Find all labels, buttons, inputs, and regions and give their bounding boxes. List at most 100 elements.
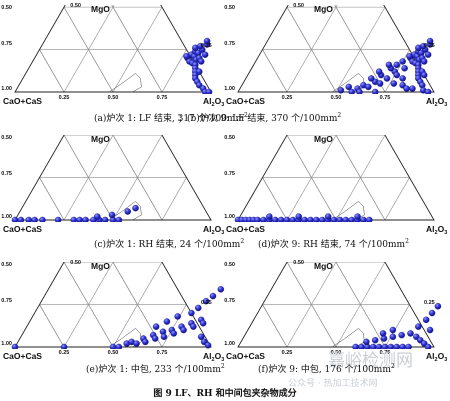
left-tick-label: 0.75 xyxy=(1,171,12,177)
data-point xyxy=(398,331,405,339)
data-point xyxy=(39,216,46,222)
data-point xyxy=(199,319,207,327)
gridline xyxy=(286,262,337,348)
data-point xyxy=(376,80,384,87)
data-point xyxy=(390,80,398,87)
data-point xyxy=(424,88,432,94)
data-point xyxy=(337,87,345,94)
left-tick-label: 0.75 xyxy=(224,41,235,47)
data-point xyxy=(152,323,160,330)
liquid-region xyxy=(331,200,365,221)
bottom-tick-label: 0.75 xyxy=(157,350,168,356)
caption-a: (a)炉次 1: LF 结束, 317 个/100mm2 xyxy=(94,112,248,124)
left-tick-label: 0.75 xyxy=(224,171,235,177)
data-point xyxy=(399,58,406,65)
data-point xyxy=(204,342,212,349)
left-tick-label: 0.50 xyxy=(224,5,235,11)
top-tick-label: 0.50 xyxy=(70,260,81,266)
data-point xyxy=(324,213,332,220)
triangle-frame xyxy=(237,5,435,93)
apex-label-mgo: MgO xyxy=(91,261,110,271)
right-tick-label: 0.25 xyxy=(201,43,212,49)
data-point xyxy=(94,213,101,220)
data-point xyxy=(420,58,428,65)
data-point xyxy=(188,309,195,317)
watermark: 嘉峪检测网 公众号 · 热加工技术网 xyxy=(288,351,413,389)
data-point xyxy=(11,216,19,222)
data-point xyxy=(195,68,203,75)
liquid-region xyxy=(108,72,142,93)
gridline xyxy=(111,5,163,93)
data-point xyxy=(277,216,285,222)
left-tick-label: 0.50 xyxy=(1,5,12,11)
apex-label-mgo: MgO xyxy=(314,134,333,144)
ternary-panel-b: 0.50 0.75 1.00 0.25 0.25 0.50 0.75 0.50 MgO CaO+C… xyxy=(224,3,447,108)
bottom-tick-label: 0.25 xyxy=(59,350,70,356)
gridline xyxy=(39,177,65,221)
data-point xyxy=(330,216,338,222)
data-point xyxy=(197,333,205,341)
apex-label-al2o3: Al2O3 xyxy=(203,96,224,108)
gridline xyxy=(286,6,337,93)
top-tick-label: 0.50 xyxy=(293,260,304,266)
data-point xyxy=(174,313,181,320)
caption-f: (f)炉次 9: 中包, 176 个/100mm2 xyxy=(258,363,395,375)
data-point xyxy=(358,343,365,349)
data-point xyxy=(76,216,83,222)
data-point xyxy=(124,208,131,215)
bottom-tick-label: 0.25 xyxy=(59,95,70,101)
data-point xyxy=(115,216,123,222)
data-point xyxy=(348,88,355,94)
data-point xyxy=(363,338,370,346)
data-point xyxy=(399,343,406,349)
gridline xyxy=(335,135,386,221)
gridline xyxy=(384,304,410,348)
gridline xyxy=(112,135,163,221)
data-point xyxy=(266,213,273,220)
data-point xyxy=(348,216,355,222)
left-tick-label: 1.00 xyxy=(224,86,235,92)
apex-label-cao-cas: CaO+CaS xyxy=(3,96,42,106)
left-tick-label: 1.00 xyxy=(1,86,12,92)
data-point xyxy=(368,75,375,82)
gridline xyxy=(286,5,338,93)
data-point xyxy=(101,216,109,222)
gridline xyxy=(335,262,386,348)
left-tick-label: 1.00 xyxy=(1,214,12,220)
data-point xyxy=(54,216,62,222)
data-point xyxy=(426,326,434,334)
caption-c: (c)炉次 1: RH 结束, 24 个/100mm2 xyxy=(94,238,244,250)
data-point xyxy=(82,216,89,222)
data-point xyxy=(360,216,367,222)
left-tick-label: 0.50 xyxy=(224,262,235,268)
apex-label-mgo: MgO xyxy=(91,134,110,144)
data-point xyxy=(352,343,359,349)
data-point xyxy=(365,83,372,91)
data-point xyxy=(319,216,326,222)
data-point xyxy=(406,53,413,60)
data-point xyxy=(313,216,320,222)
data-point xyxy=(393,71,401,79)
data-point xyxy=(375,68,383,75)
data-point xyxy=(407,330,414,337)
data-point xyxy=(289,216,297,222)
data-point xyxy=(170,330,178,337)
ternary-panel-e: 0.50 0.75 1.00 0.25 0.25 0.50 0.75 0.50 MgO CaO+C… xyxy=(1,260,224,363)
bottom-tick-label: 0.25 xyxy=(282,95,293,101)
data-point xyxy=(342,216,350,222)
data-point xyxy=(202,297,210,305)
bottom-tick-label: 0.50 xyxy=(108,95,119,101)
gridline xyxy=(262,177,288,221)
data-point xyxy=(371,88,379,94)
data-point xyxy=(132,204,139,212)
gridline xyxy=(334,5,386,93)
data-point xyxy=(389,333,397,341)
gridline xyxy=(161,304,187,348)
data-point xyxy=(201,51,209,58)
data-point xyxy=(17,216,25,222)
apex-label-al2o3: Al2O3 xyxy=(426,224,447,236)
data-point xyxy=(393,61,401,69)
data-point xyxy=(405,343,412,349)
apex-label-al2o3: Al2O3 xyxy=(203,351,224,363)
data-point xyxy=(209,292,217,300)
